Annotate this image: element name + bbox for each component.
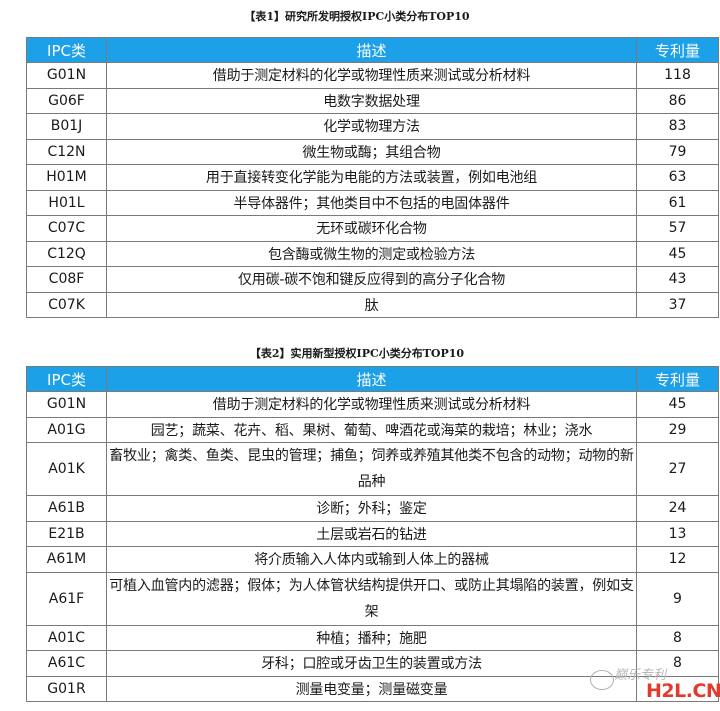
ipc-cell: H01L	[26, 189, 107, 216]
ipc-cell: A01C	[26, 624, 107, 651]
header-count: 专利量	[636, 366, 719, 392]
table-header-row: IPC类 描述 专利量	[26, 37, 719, 63]
desc-cell: 土层或岩石的钻进	[106, 520, 637, 547]
desc-cell: 无环或碳环化合物	[106, 215, 637, 242]
table-row: C08F 仅用碳-碳不饱和键反应得到的高分子化合物 43	[26, 266, 719, 293]
table-row: G01N 借助于测定材料的化学或物理性质来测试或分析材料 45	[26, 391, 719, 418]
ipc-cell: A61F	[26, 571, 107, 626]
desc-cell: 用于直接转变化学能为电能的方法或装置，例如电池组	[106, 164, 637, 191]
count-cell: 63	[636, 164, 719, 191]
table-row: G01N 借助于测定材料的化学或物理性质来测试或分析材料 118	[26, 62, 719, 89]
header-desc: 描述	[106, 366, 637, 392]
count-cell: 27	[636, 442, 719, 496]
table-row: B01J 化学或物理方法 83	[26, 113, 719, 140]
desc-cell: 仅用碳-碳不饱和键反应得到的高分子化合物	[106, 266, 637, 293]
ipc-cell: G01N	[26, 62, 107, 89]
ipc-cell: A01K	[26, 442, 107, 496]
table2-caption: 【表2】实用新型授权IPC小类分布TOP10	[249, 347, 465, 360]
desc-cell: 将介质输入人体内或输到人体上的器械	[106, 546, 637, 573]
desc-cell: 包含酶或微生物的测定或检验方法	[106, 240, 637, 267]
table-row: A01K 畜牧业；禽类、鱼类、昆虫的管理；捕鱼；饲养或养殖其他类不包含的动物；动物…	[26, 442, 719, 496]
desc-cell: 种植；播种；施肥	[106, 624, 637, 651]
ipc-cell: C08F	[26, 266, 107, 293]
desc-cell: 诊断；外科；鉴定	[106, 495, 637, 522]
table-header-row: IPC类 描述 专利量	[26, 366, 719, 392]
watermark: 巅乐专利 H2L.CN	[584, 664, 720, 708]
ipc-cell: C12Q	[26, 240, 107, 267]
table-row: A61C 牙科；口腔或牙齿卫生的装置或方法 8	[26, 650, 719, 677]
desc-cell: 畜牧业；禽类、鱼类、昆虫的管理；捕鱼；饲养或养殖其他类不包含的动物；动物的新品种	[106, 442, 637, 496]
count-cell: 57	[636, 215, 719, 242]
desc-cell: 测量电变量；测量磁变量	[106, 675, 637, 702]
table-row: A61B 诊断；外科；鉴定 24	[26, 495, 719, 522]
count-cell: 9	[636, 571, 719, 626]
table-row: E21B 土层或岩石的钻进 13	[26, 520, 719, 547]
count-cell: 45	[636, 240, 719, 267]
table-row: H01M 用于直接转变化学能为电能的方法或装置，例如电池组 63	[26, 164, 719, 191]
desc-cell: 借助于测定材料的化学或物理性质来测试或分析材料	[106, 391, 637, 418]
count-cell: 43	[636, 266, 719, 293]
count-cell: 83	[636, 113, 719, 140]
table-row: A01G 园艺；蔬菜、花卉、稻、果树、葡萄、啤酒花或海菜的栽培；林业；浇水 29	[26, 416, 719, 443]
desc-cell: 电数字数据处理	[106, 87, 637, 114]
desc-cell: 化学或物理方法	[106, 113, 637, 140]
table1-caption: 【表1】研究所发明授权IPC小类分布TOP10	[244, 10, 470, 23]
table-row: A01C 种植；播种；施肥 8	[26, 624, 719, 651]
ipc-cell: B01J	[26, 113, 107, 140]
header-desc: 描述	[106, 37, 637, 63]
ipc-cell: E21B	[26, 520, 107, 547]
header-ipc: IPC类	[26, 37, 107, 63]
desc-cell: 可植入血管内的滤器；假体；为人体管状结构提供开口、或防止其塌陷的装置，例如支架	[106, 571, 637, 626]
ipc-cell: G01N	[26, 391, 107, 418]
ipc-cell: G01R	[26, 675, 107, 702]
table-row: G06F 电数字数据处理 86	[26, 87, 719, 114]
count-cell: 37	[636, 291, 719, 318]
invention-patent-table: IPC类 描述 专利量 G01N 借助于测定材料的化学或物理性质来测试或分析材料 1…	[26, 37, 719, 318]
desc-cell: 借助于测定材料的化学或物理性质来测试或分析材料	[106, 62, 637, 89]
table-row: C07K 肽 37	[26, 291, 719, 318]
table-row: A61M 将介质输入人体内或输到人体上的器械 12	[26, 546, 719, 573]
desc-cell: 园艺；蔬菜、花卉、稻、果树、葡萄、啤酒花或海菜的栽培；林业；浇水	[106, 416, 637, 443]
utility-model-table: IPC类 描述 专利量 G01N 借助于测定材料的化学或物理性质来测试或分析材料 4…	[26, 366, 719, 702]
count-cell: 61	[636, 189, 719, 216]
ipc-cell: A01G	[26, 416, 107, 443]
count-cell: 79	[636, 138, 719, 165]
ipc-cell: C07K	[26, 291, 107, 318]
desc-cell: 肽	[106, 291, 637, 318]
watermark-logo: H2L.CN	[646, 680, 720, 702]
ipc-cell: C12N	[26, 138, 107, 165]
table-row: A61F 可植入血管内的滤器；假体；为人体管状结构提供开口、或防止其塌陷的装置，例…	[26, 571, 719, 626]
count-cell	[636, 675, 719, 702]
header-count: 专利量	[636, 37, 719, 63]
table-row: C07C 无环或碳环化合物 57	[26, 215, 719, 242]
count-cell: 29	[636, 416, 719, 443]
count-cell: 86	[636, 87, 719, 114]
table-row: C12Q 包含酶或微生物的测定或检验方法 45	[26, 240, 719, 267]
ipc-cell: H01M	[26, 164, 107, 191]
desc-cell: 牙科；口腔或牙齿卫生的装置或方法	[106, 650, 637, 677]
ipc-cell: A61C	[26, 650, 107, 677]
desc-cell: 半导体器件；其他类目中不包括的电固体器件	[106, 189, 637, 216]
table-row: H01L 半导体器件；其他类目中不包括的电固体器件 61	[26, 189, 719, 216]
header-ipc: IPC类	[26, 366, 107, 392]
count-cell: 24	[636, 495, 719, 522]
count-cell: 8	[636, 624, 719, 651]
desc-cell: 微生物或酶；其组合物	[106, 138, 637, 165]
count-cell: 12	[636, 546, 719, 573]
count-cell: 45	[636, 391, 719, 418]
count-cell: 118	[636, 62, 719, 89]
ipc-cell: A61B	[26, 495, 107, 522]
ipc-cell: A61M	[26, 546, 107, 573]
count-cell: 13	[636, 520, 719, 547]
ipc-cell: G06F	[26, 87, 107, 114]
wechat-icon	[590, 670, 614, 690]
watermark-label: 巅乐专利	[614, 668, 667, 683]
table-row: C12N 微生物或酶；其组合物 79	[26, 138, 719, 165]
ipc-cell: C07C	[26, 215, 107, 242]
table-row: G01R 测量电变量；测量磁变量	[26, 675, 719, 702]
